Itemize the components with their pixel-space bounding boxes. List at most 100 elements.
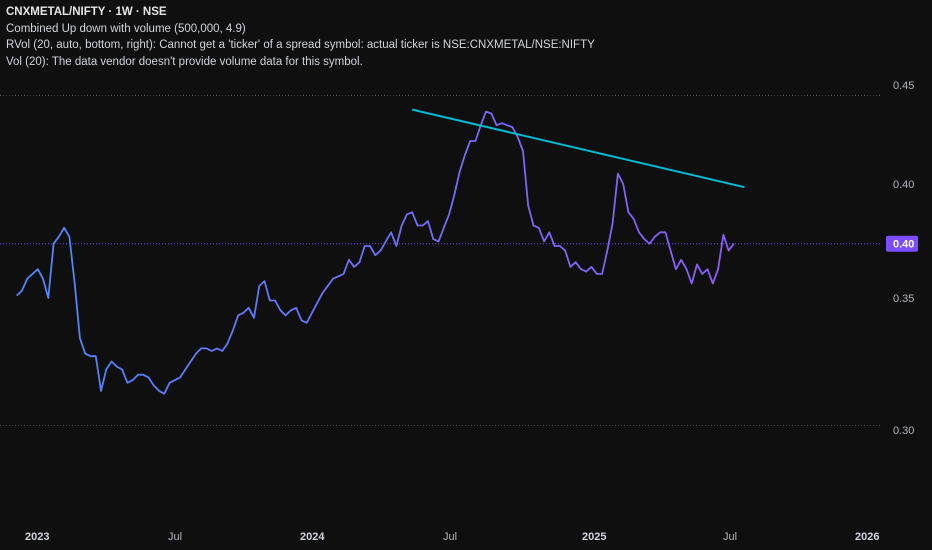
data-point <box>264 281 265 282</box>
data-point <box>638 232 639 233</box>
data-point <box>174 380 175 381</box>
data-point <box>733 243 734 244</box>
y-axis: 0.45 0.40 0.35 0.30 <box>893 80 914 437</box>
data-point <box>211 350 212 351</box>
data-point <box>79 338 80 339</box>
data-point <box>116 366 117 367</box>
data-point <box>275 300 276 301</box>
data-point <box>528 205 529 206</box>
data-point <box>449 214 450 215</box>
data-point <box>85 353 86 354</box>
data-point <box>459 171 460 172</box>
data-point <box>670 250 671 251</box>
data-point <box>681 259 682 260</box>
data-point <box>338 276 339 277</box>
indicator-rvol-label[interactable]: RVol (20, auto, bottom, right): Cannot g… <box>6 39 595 51</box>
data-point <box>364 245 365 246</box>
data-point <box>195 353 196 354</box>
data-point <box>322 293 323 294</box>
data-point <box>691 283 692 284</box>
data-point <box>217 348 218 349</box>
data-point <box>190 361 191 362</box>
data-point <box>169 382 170 383</box>
data-point <box>438 241 439 242</box>
data-point <box>522 150 523 151</box>
data-point <box>180 377 181 378</box>
last-price-label: 0.40 <box>893 239 914 251</box>
data-point <box>570 266 571 267</box>
data-point <box>201 348 202 349</box>
data-point <box>53 243 54 244</box>
trendline[interactable] <box>411 108 745 189</box>
data-point <box>586 271 587 272</box>
data-point <box>623 183 624 184</box>
chart-title[interactable]: CNXMETAL/NIFTY · 1W · NSE <box>6 6 167 18</box>
data-point <box>280 310 281 311</box>
data-point <box>427 221 428 222</box>
data-point <box>412 212 413 213</box>
data-point <box>422 225 423 226</box>
data-point <box>100 390 101 391</box>
chart-header: CNXMETAL/NIFTY · 1W · NSE Combined Up do… <box>6 4 595 70</box>
data-point <box>269 300 270 301</box>
data-point <box>464 155 465 156</box>
data-point <box>470 140 471 141</box>
data-point <box>164 393 165 394</box>
data-point <box>58 236 59 237</box>
indicator-vol-label[interactable]: Vol (20): The data vendor doesn't provid… <box>6 55 363 68</box>
series-layer <box>16 110 735 395</box>
data-point <box>375 255 376 256</box>
data-point <box>227 343 228 344</box>
data-point <box>137 374 138 375</box>
x-tick-label: Jul <box>443 531 457 543</box>
data-point <box>391 232 392 233</box>
data-point <box>475 140 476 141</box>
data-point <box>617 173 618 174</box>
data-point <box>111 361 112 362</box>
y-tick-label: 0.45 <box>893 80 914 92</box>
data-point <box>406 214 407 215</box>
data-point <box>127 382 128 383</box>
data-point <box>385 241 386 242</box>
data-point <box>417 225 418 226</box>
data-point <box>37 269 38 270</box>
data-point <box>369 245 370 246</box>
data-point <box>206 348 207 349</box>
data-point <box>718 269 719 270</box>
data-point <box>544 241 545 242</box>
x-axis: 2023 Jul 2024 Jul 2025 Jul 2026 <box>25 531 879 543</box>
x-tick-label: Jul <box>723 531 737 543</box>
data-point <box>32 273 33 274</box>
data-point <box>728 250 729 251</box>
data-point <box>327 285 328 286</box>
data-point <box>696 264 697 265</box>
x-tick-label: 2024 <box>300 531 325 543</box>
data-point <box>354 266 355 267</box>
data-point <box>380 250 381 251</box>
data-point <box>259 285 260 286</box>
indicator-updown-label[interactable]: Combined Up down with volume (500,000, 4… <box>6 22 246 35</box>
x-tick-label: 2026 <box>855 531 879 543</box>
trendline-layer[interactable] <box>411 108 745 189</box>
last-price-badge: 0.40 <box>886 235 918 252</box>
x-tick-label: 2023 <box>25 531 49 543</box>
data-point <box>485 111 486 112</box>
data-point <box>285 315 286 316</box>
data-point <box>122 369 123 370</box>
data-point <box>95 356 96 357</box>
data-point <box>549 232 550 233</box>
data-point <box>433 239 434 240</box>
price-series-line[interactable] <box>16 110 735 395</box>
data-point <box>633 218 634 219</box>
data-point <box>533 225 534 226</box>
data-point <box>296 307 297 308</box>
data-point <box>232 330 233 331</box>
data-point <box>159 390 160 391</box>
grid-lines <box>0 95 880 426</box>
data-point <box>607 250 608 251</box>
data-point <box>253 317 254 318</box>
data-point <box>665 232 666 233</box>
y-tick-label: 0.30 <box>893 425 914 437</box>
data-point <box>21 290 22 291</box>
